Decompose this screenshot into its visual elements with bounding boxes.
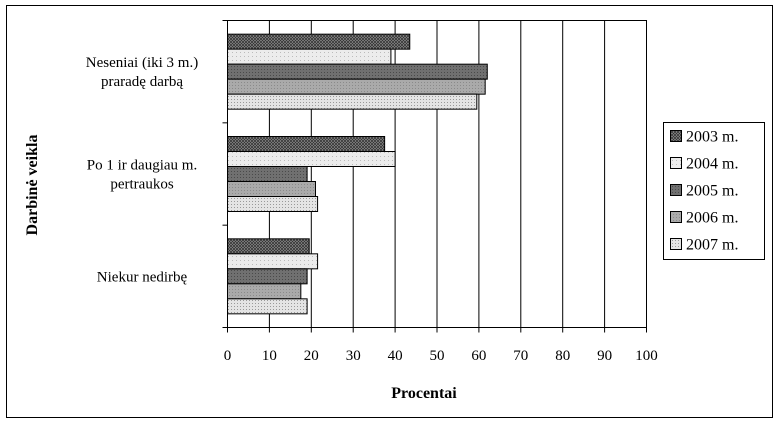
bar-2007-m bbox=[227, 93, 478, 110]
x-tick-label: 100 bbox=[635, 348, 658, 364]
category-label: pertraukos bbox=[110, 177, 173, 193]
x-tick-label: 70 bbox=[513, 348, 528, 364]
legend-label: 2007 m. bbox=[686, 237, 738, 254]
x-tick-label: 50 bbox=[430, 348, 445, 364]
x-tick-label: 60 bbox=[471, 348, 486, 364]
x-tick-label: 10 bbox=[262, 348, 277, 364]
x-tick-label: 90 bbox=[597, 348, 612, 364]
bar-2003-m bbox=[227, 33, 411, 50]
bar-2005-m bbox=[227, 166, 308, 182]
category-label: Neseniai (iki 3 m.) bbox=[86, 55, 198, 71]
x-axis-tick-labels: 0 10 20 30 40 50 60 70 80 90 100 bbox=[224, 327, 658, 364]
x-tick-label: 20 bbox=[304, 348, 319, 364]
legend-label: 2003 m. bbox=[686, 129, 738, 146]
legend-label: 2006 m. bbox=[686, 210, 738, 227]
y-axis-category-labels: Neseniai (iki 3 m.) praradę darbą Po 1 ir … bbox=[86, 55, 198, 285]
bar-2003-m bbox=[227, 238, 310, 255]
bar-2005-m bbox=[227, 63, 488, 80]
legend-label: 2005 m. bbox=[686, 183, 738, 200]
legend-swatch bbox=[670, 184, 682, 196]
bar-2003-m bbox=[227, 136, 386, 152]
legend-swatch bbox=[670, 157, 682, 169]
bar-2004-m bbox=[227, 48, 392, 65]
legend-items: 2003 m. 2004 m. 2005 m. 2006 m. 2007 m. bbox=[670, 129, 738, 254]
bars bbox=[227, 33, 488, 315]
y-axis-ticks bbox=[222, 20, 228, 328]
bar-2005-m bbox=[227, 268, 308, 285]
x-tick-label: 0 bbox=[224, 348, 232, 364]
bar-2006-m bbox=[227, 78, 486, 95]
legend-swatch bbox=[670, 211, 682, 223]
legend-label: 2004 m. bbox=[686, 156, 738, 173]
bar-2007-m bbox=[227, 196, 319, 212]
category-label: praradę darbą bbox=[101, 74, 183, 90]
bar-2004-m bbox=[227, 151, 396, 167]
x-tick-label: 80 bbox=[555, 348, 570, 364]
x-axis-title: Procentai bbox=[391, 385, 457, 402]
legend-swatch bbox=[670, 130, 682, 142]
bar-2007-m bbox=[227, 298, 308, 315]
y-axis-title: Darbinė veikla bbox=[24, 135, 41, 236]
legend-swatch bbox=[670, 238, 682, 250]
category-label: Niekur nedirbę bbox=[97, 269, 188, 285]
bar-2006-m bbox=[227, 181, 316, 197]
category-label: Po 1 ir daugiau m. bbox=[87, 158, 197, 174]
x-tick-label: 40 bbox=[388, 348, 403, 364]
x-tick-label: 30 bbox=[346, 348, 361, 364]
bar-2006-m bbox=[227, 283, 302, 300]
bar-2004-m bbox=[227, 253, 319, 270]
